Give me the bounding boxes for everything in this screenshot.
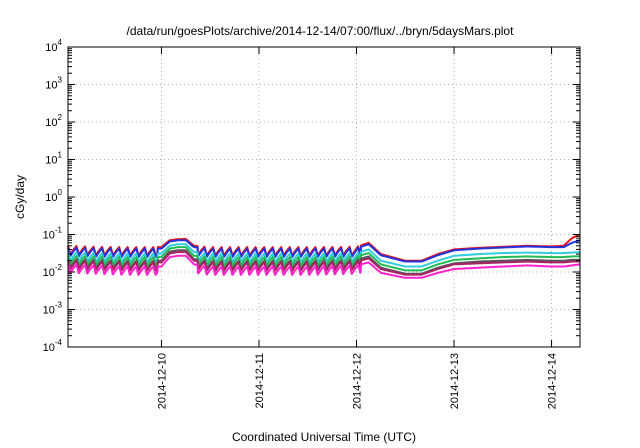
grid-lines bbox=[68, 47, 580, 347]
chart-title: /data/run/goesPlots/archive/2014-12-14/0… bbox=[127, 24, 515, 38]
y-tick-label: 104 bbox=[45, 38, 62, 54]
x-tick-label: 2014-12-10 bbox=[156, 353, 168, 409]
y-tick-exponent: 4 bbox=[58, 38, 63, 47]
y-axis-label: cGy/day bbox=[13, 175, 27, 219]
y-tick-label: 10-4 bbox=[43, 338, 63, 354]
y-tick-exponent: -3 bbox=[55, 301, 63, 310]
y-tick-label: 10-1 bbox=[43, 226, 63, 242]
series-line-3 bbox=[67, 243, 581, 268]
y-tick-label: 10-2 bbox=[43, 263, 63, 279]
y-tick-exponent: 0 bbox=[58, 188, 63, 197]
y-tick-label: 102 bbox=[45, 113, 62, 129]
series-line-5 bbox=[67, 249, 581, 275]
y-tick-exponent: 2 bbox=[58, 113, 63, 122]
y-tick-exponent: -4 bbox=[55, 338, 63, 347]
series-line-6 bbox=[67, 251, 581, 276]
x-axis-ticks: 2014-12-10 2014-12-11 2014-12-12 2014-12-13… bbox=[156, 47, 559, 409]
y-tick-exponent: 3 bbox=[58, 76, 63, 85]
series-line-7 bbox=[67, 254, 581, 279]
y-tick-label: 100 bbox=[45, 188, 62, 204]
series-line-4 bbox=[67, 246, 581, 272]
y-tick-label: 101 bbox=[45, 151, 62, 167]
y-tick-label: 10-3 bbox=[43, 301, 63, 317]
x-tick-label: 2014-12-11 bbox=[254, 353, 266, 408]
series-lines bbox=[67, 233, 581, 279]
y-tick-label: 103 bbox=[45, 76, 62, 92]
x-tick-label: 2014-12-13 bbox=[449, 353, 461, 409]
y-tick-exponent: -1 bbox=[55, 226, 63, 235]
x-axis-label: Coordinated Universal Time (UTC) bbox=[232, 430, 416, 444]
x-tick-label: 2014-12-12 bbox=[352, 353, 364, 409]
series-line-2 bbox=[67, 239, 581, 263]
y-tick-exponent: 1 bbox=[58, 151, 63, 160]
x-tick-label: 2014-12-14 bbox=[547, 353, 559, 409]
y-tick-exponent: -2 bbox=[55, 263, 63, 272]
